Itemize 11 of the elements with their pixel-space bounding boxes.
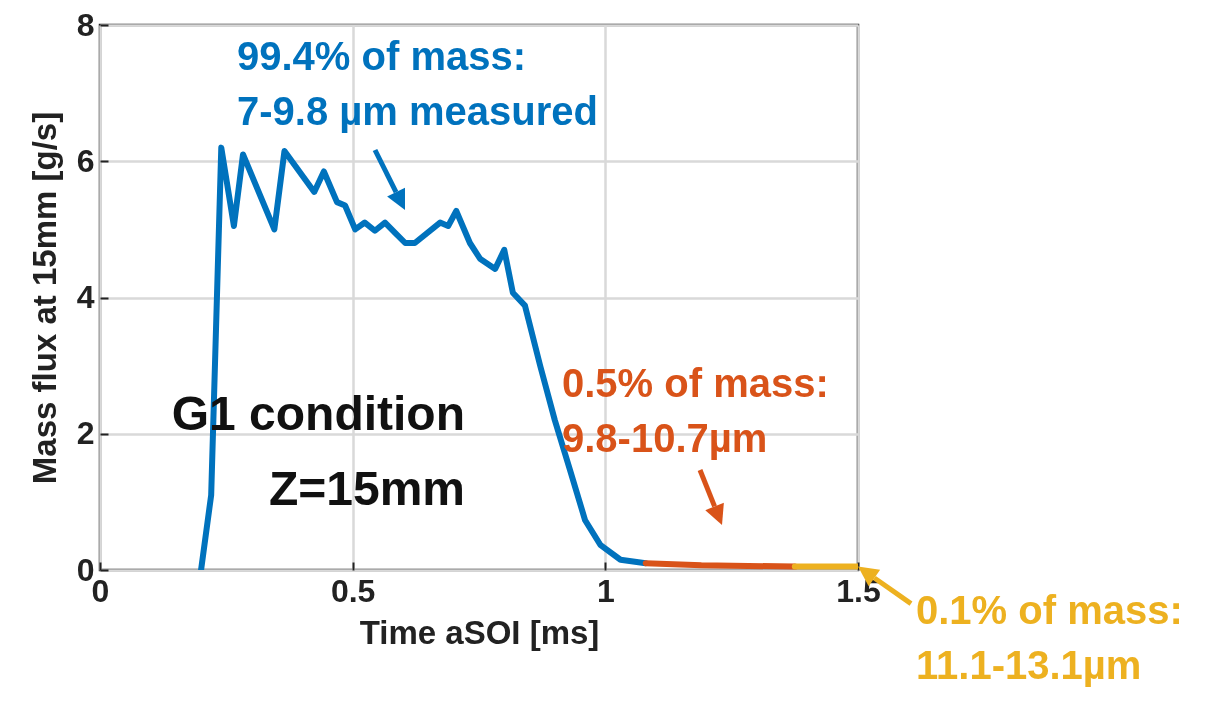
- y-tick-label: 2: [76, 415, 95, 452]
- y-axis-title: Mass flux at 15mm [g/s]: [25, 111, 63, 485]
- x-tick-label: 1: [596, 572, 615, 609]
- annotation: 0.1% of mass: 11.1-13.1µm: [916, 587, 1183, 687]
- annotation: 0.5% of mass: 9.8-10.7µm: [562, 361, 829, 460]
- x-axis-title: Time aSOI [ms]: [359, 613, 600, 651]
- x-tick-label: 0.5: [330, 572, 376, 609]
- y-tick-label: 4: [76, 279, 95, 315]
- annotation: 99.4% of mass: 7-9.8 µm measured: [237, 34, 598, 133]
- y-tick-label: 8: [76, 6, 95, 43]
- y-tick-label: 6: [76, 142, 95, 179]
